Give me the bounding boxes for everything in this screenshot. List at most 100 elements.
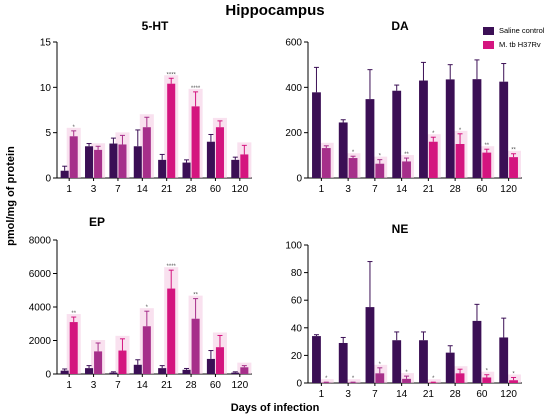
- bar-saline-control: [133, 146, 142, 178]
- x-tick-label: 120: [500, 389, 517, 400]
- y-tick-label: 400: [285, 83, 302, 94]
- bar-saline-control: [392, 90, 402, 178]
- legend-item-control: Saline control: [483, 26, 544, 35]
- bar-mtb-h37rv: [215, 127, 224, 178]
- bar-mtb-h37rv: [215, 347, 224, 374]
- bar-mtb-h37rv: [428, 382, 438, 384]
- figure-title: Hippocampus: [225, 2, 325, 19]
- x-tick-label: 28: [450, 389, 462, 400]
- bar-mtb-h37rv: [348, 158, 358, 178]
- bar-saline-control: [206, 141, 215, 178]
- bar-saline-control: [231, 372, 240, 374]
- panel-title: NE: [392, 222, 409, 236]
- x-tick-label: 7: [372, 184, 378, 195]
- x-tick-label: 21: [423, 184, 435, 195]
- significance-label: **: [511, 148, 516, 154]
- significance-label: *: [405, 370, 408, 376]
- x-tick-label: 3: [91, 184, 97, 195]
- bar-mtb-h37rv: [167, 83, 176, 178]
- significance-label: ****: [167, 264, 177, 270]
- bar-highlight: [318, 379, 334, 383]
- bar-mtb-h37rv: [69, 322, 78, 374]
- x-tick-label: 120: [231, 380, 248, 391]
- bar-mtb-h37rv: [167, 288, 176, 374]
- panel-5-ht: 5-HT 0 5 10 15 * 1 3 7 14 **** 21 **** 28 60 120: [40, 19, 252, 195]
- significance-label: ****: [167, 72, 177, 78]
- bar-saline-control: [338, 342, 348, 383]
- bar-saline-control: [60, 370, 69, 374]
- x-tick-label: 1: [319, 389, 325, 400]
- significance-label: *: [325, 376, 328, 382]
- bar-mtb-h37rv: [482, 377, 492, 383]
- y-tick-label: 4000: [29, 303, 52, 314]
- y-tick-label: 100: [285, 241, 302, 252]
- x-tick-label: 21: [161, 184, 173, 195]
- bar-mtb-h37rv: [455, 144, 465, 178]
- bar-mtb-h37rv: [428, 141, 438, 178]
- legend-swatch-infected: [483, 40, 494, 49]
- x-tick-label: 28: [186, 380, 198, 391]
- significance-label: *: [432, 376, 435, 382]
- bar-mtb-h37rv: [509, 380, 518, 383]
- bar-saline-control: [206, 358, 215, 374]
- significance-label: *: [379, 154, 382, 160]
- bar-mtb-h37rv: [191, 318, 200, 374]
- bar-mtb-h37rv: [240, 154, 249, 178]
- bar-saline-control: [499, 337, 509, 383]
- bar-mtb-h37rv: [375, 373, 385, 383]
- y-tick-label: 0: [296, 379, 302, 390]
- bar-saline-control: [445, 352, 455, 383]
- bar-mtb-h37rv: [402, 161, 411, 178]
- panel-title: EP: [89, 215, 105, 229]
- significance-label: **: [71, 311, 76, 317]
- x-tick-label: 14: [137, 380, 149, 391]
- bar-mtb-h37rv: [321, 148, 331, 178]
- y-tick-label: 10: [40, 83, 52, 94]
- significance-label: *: [459, 128, 462, 134]
- significance-label: *: [352, 150, 355, 156]
- bar-mtb-h37rv: [240, 367, 249, 374]
- legend-label-control: Saline control: [499, 26, 545, 35]
- bar-saline-control: [182, 369, 191, 374]
- x-tick-label: 21: [423, 389, 435, 400]
- x-tick-label: 7: [115, 184, 121, 195]
- bar-mtb-h37rv: [375, 163, 385, 178]
- x-tick-label: 7: [372, 389, 378, 400]
- x-tick-label: 14: [396, 389, 408, 400]
- bar-highlight: [425, 379, 441, 383]
- bar-mtb-h37rv: [509, 157, 518, 178]
- bar-mtb-h37rv: [118, 350, 127, 374]
- significance-label: *: [486, 369, 489, 375]
- significance-label: **: [484, 143, 489, 149]
- legend: Saline control M. tb H37Rv: [483, 26, 544, 54]
- bar-saline-control: [312, 92, 321, 178]
- bar-saline-control: [419, 80, 428, 178]
- x-tick-label: 1: [66, 380, 72, 391]
- bar-saline-control: [85, 146, 94, 178]
- x-tick-label: 60: [210, 184, 222, 195]
- x-tick-label: 28: [186, 184, 198, 195]
- bar-saline-control: [158, 159, 167, 178]
- significance-label: *: [379, 362, 382, 368]
- bar-mtb-h37rv: [94, 351, 103, 374]
- y-tick-label: 60: [291, 296, 303, 307]
- bar-mtb-h37rv: [118, 144, 127, 178]
- bar-mtb-h37rv: [191, 106, 200, 178]
- bar-mtb-h37rv: [142, 326, 151, 374]
- bar-mtb-h37rv: [142, 127, 151, 178]
- x-tick-label: 3: [91, 380, 97, 391]
- bar-saline-control: [499, 81, 509, 178]
- x-tick-label: 120: [500, 184, 517, 195]
- bar-saline-control: [109, 372, 118, 374]
- y-tick-label: 200: [285, 128, 302, 139]
- y-tick-label: 8000: [29, 236, 52, 247]
- bar-saline-control: [231, 159, 240, 178]
- y-tick-label: 0: [296, 174, 302, 185]
- x-tick-label: 60: [210, 380, 222, 391]
- significance-label: *: [73, 125, 76, 131]
- significance-label: **: [193, 293, 198, 299]
- bar-mtb-h37rv: [321, 382, 331, 384]
- y-tick-label: 0: [45, 174, 51, 185]
